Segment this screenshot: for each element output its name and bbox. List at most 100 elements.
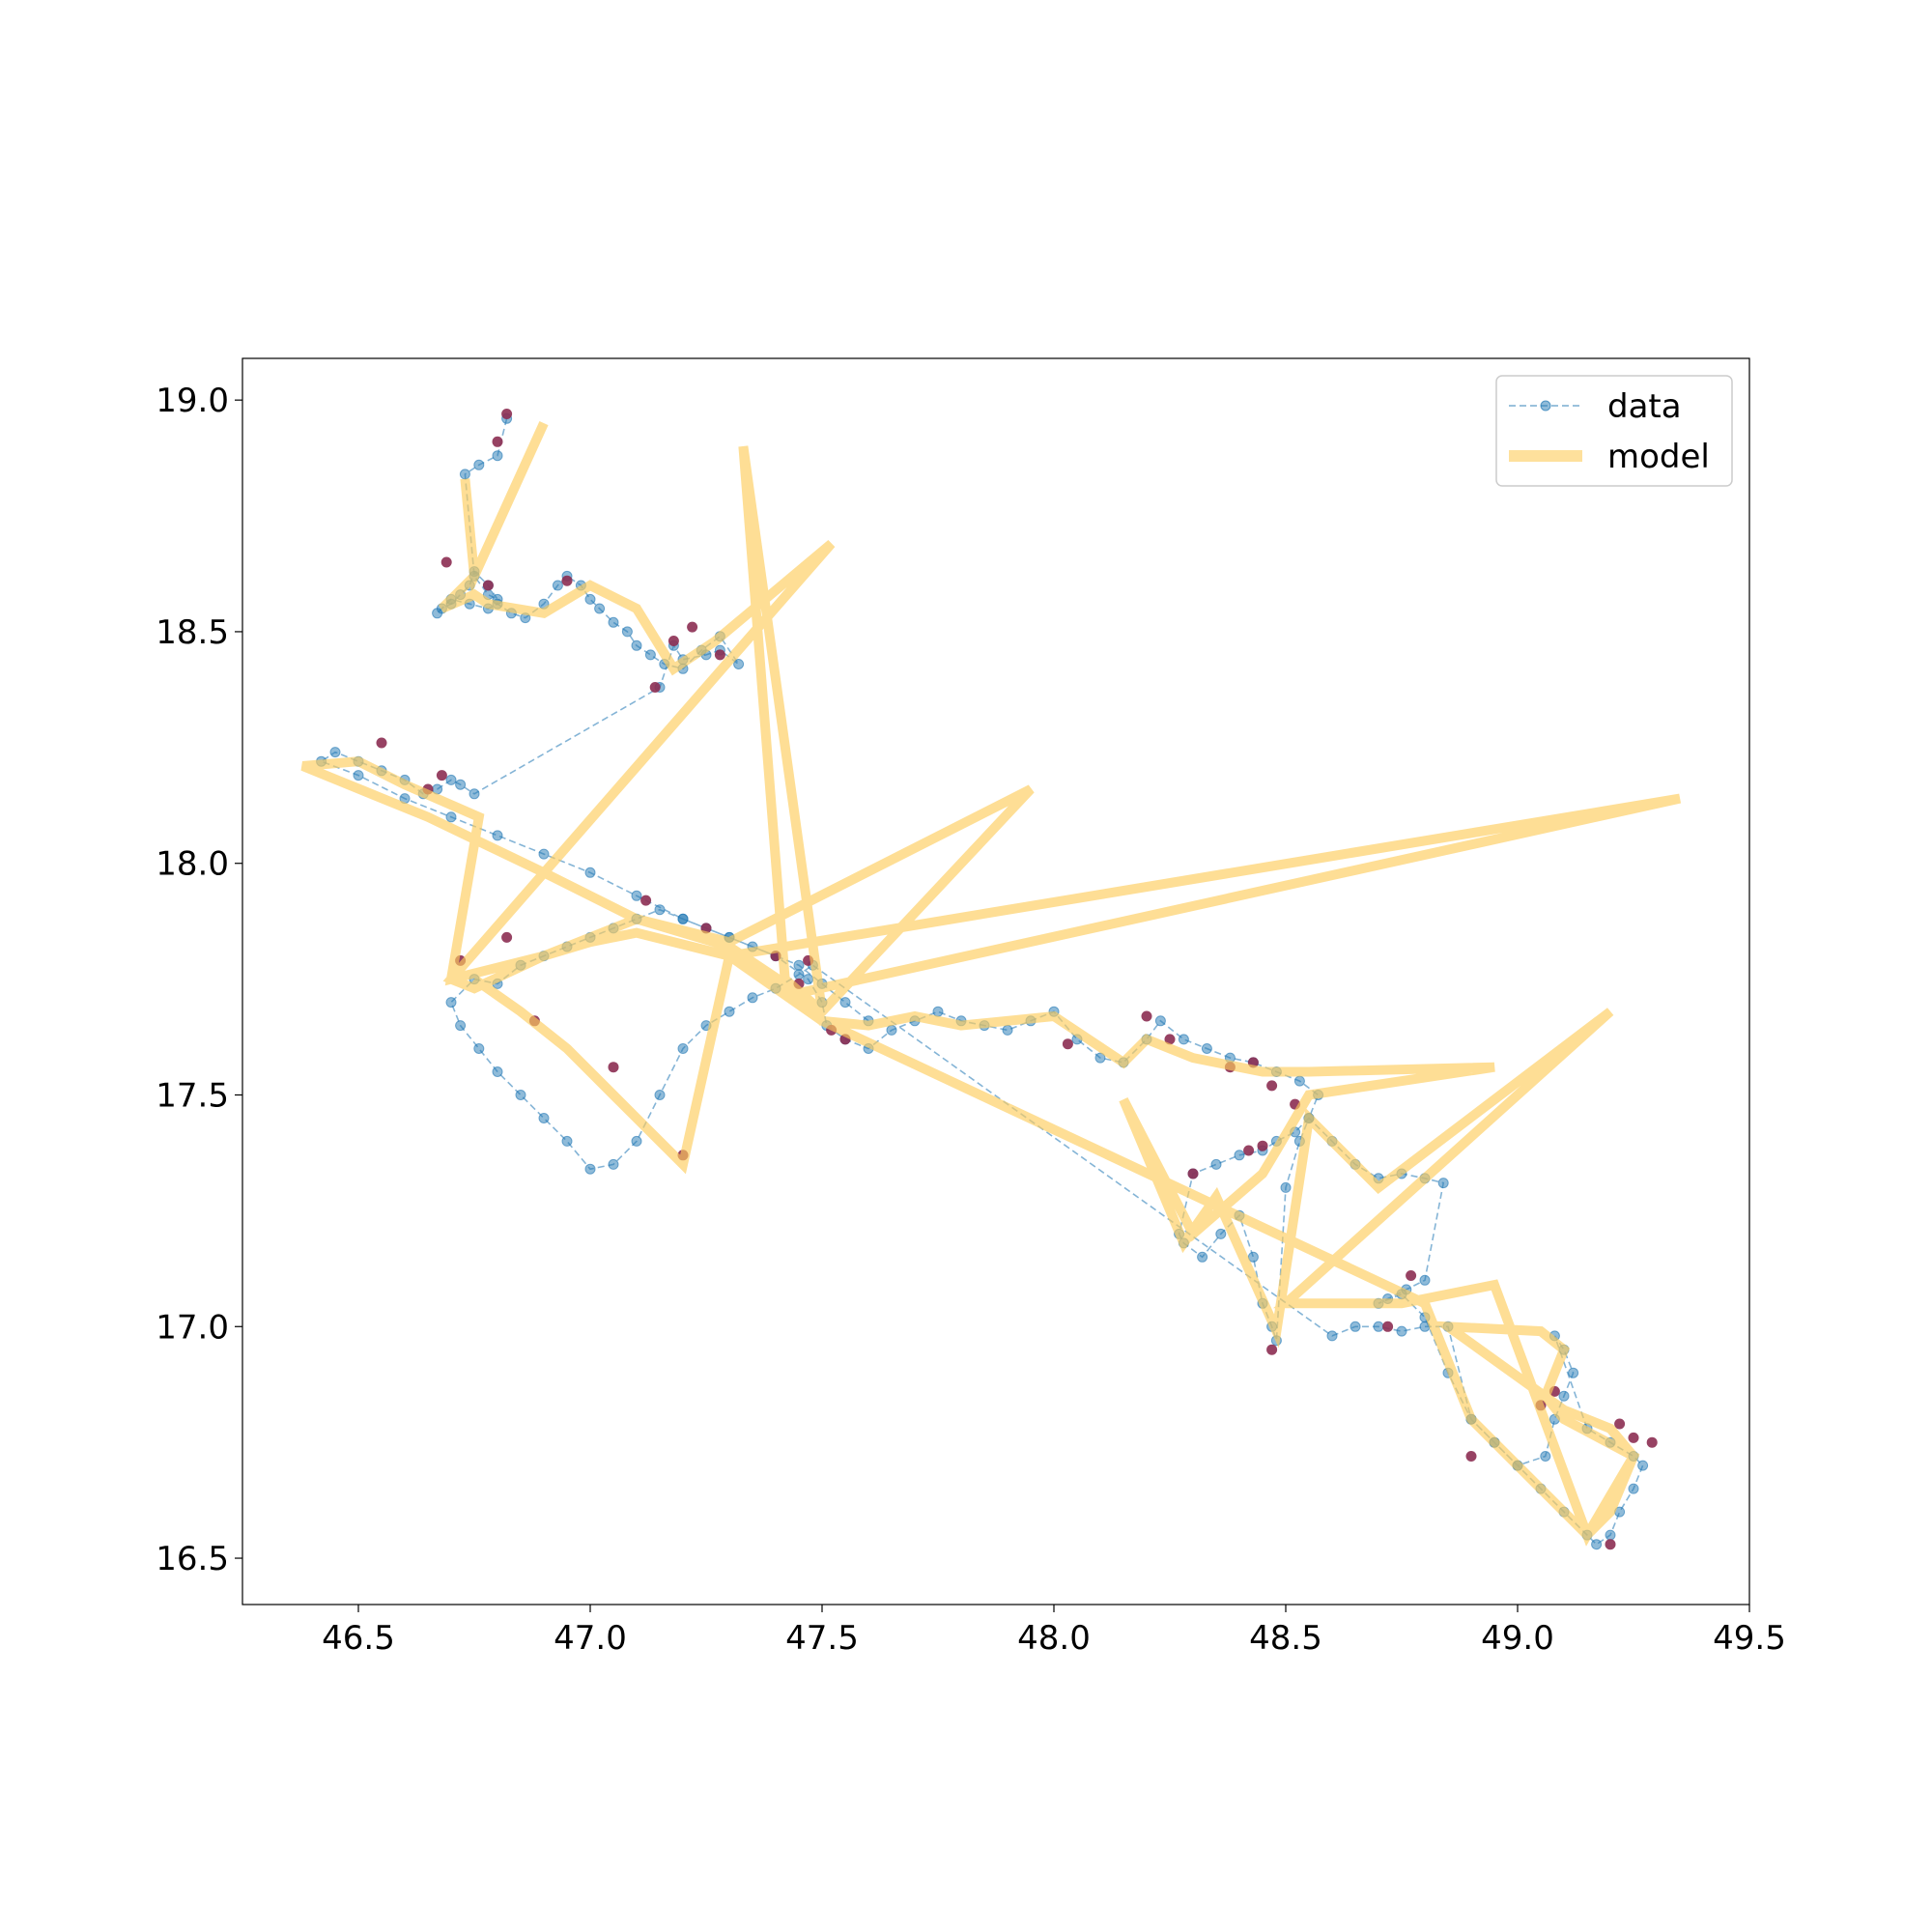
highlight-point bbox=[1614, 1418, 1626, 1430]
data-point bbox=[677, 913, 689, 924]
data-point bbox=[561, 1135, 573, 1147]
data-point bbox=[492, 1066, 503, 1077]
highlight-point bbox=[1465, 1451, 1477, 1462]
y-tick-label: 17.5 bbox=[156, 1076, 229, 1115]
data-point bbox=[552, 580, 563, 591]
y-tick-label: 17.0 bbox=[156, 1308, 229, 1347]
highlight-point bbox=[1605, 1539, 1616, 1550]
x-tick-label: 47.5 bbox=[785, 1619, 859, 1658]
data-point bbox=[654, 904, 666, 916]
data-point bbox=[1280, 1181, 1292, 1193]
data-point bbox=[1197, 1251, 1208, 1263]
highlight-point bbox=[649, 682, 661, 693]
data-point bbox=[1591, 1539, 1603, 1550]
legend: data model bbox=[1495, 375, 1733, 487]
model-series-line bbox=[300, 421, 1682, 1547]
data-point bbox=[469, 788, 480, 800]
highlight-point bbox=[1406, 1270, 1417, 1281]
data-point bbox=[1293, 1075, 1305, 1087]
data-point bbox=[1419, 1274, 1431, 1286]
data-point bbox=[1540, 1451, 1551, 1462]
highlight-point bbox=[1164, 1034, 1176, 1045]
data-point bbox=[473, 1043, 485, 1054]
data-point bbox=[733, 659, 745, 669]
highlight-point bbox=[1257, 1140, 1268, 1151]
data-point bbox=[1201, 1043, 1212, 1054]
highlight-point bbox=[482, 580, 494, 591]
x-tick-label: 48.5 bbox=[1249, 1619, 1322, 1658]
highlight-point bbox=[1646, 1436, 1658, 1448]
y-tick-label: 18.5 bbox=[156, 613, 229, 652]
data-point bbox=[631, 1135, 642, 1147]
y-tick-label: 19.0 bbox=[156, 382, 229, 420]
y-tick-label: 18.0 bbox=[156, 845, 229, 884]
data-point bbox=[1558, 1390, 1570, 1402]
data-point bbox=[1154, 1015, 1166, 1027]
data-point bbox=[1350, 1321, 1361, 1332]
data-point bbox=[584, 1163, 596, 1175]
legend-label-data: data bbox=[1607, 387, 1682, 426]
highlight-point bbox=[1266, 1080, 1278, 1092]
highlight-point bbox=[492, 436, 503, 447]
data-point bbox=[654, 1090, 666, 1100]
data-point bbox=[329, 747, 341, 758]
data-point bbox=[1373, 1321, 1384, 1332]
highlight-point bbox=[1141, 1010, 1152, 1022]
data-point bbox=[515, 1090, 526, 1100]
data-point bbox=[584, 593, 596, 605]
highlight-point bbox=[376, 737, 387, 749]
data-point bbox=[1637, 1460, 1649, 1471]
data-point bbox=[747, 992, 758, 1004]
highlight-point bbox=[640, 895, 652, 906]
data-point bbox=[724, 1006, 735, 1017]
highlight-point bbox=[1628, 1432, 1639, 1443]
data-point bbox=[1215, 1228, 1227, 1239]
data-point bbox=[445, 997, 457, 1009]
data-point bbox=[644, 649, 656, 661]
data-point bbox=[608, 1158, 619, 1170]
highlight-point bbox=[687, 621, 698, 633]
data-point bbox=[538, 848, 550, 860]
data-point bbox=[1396, 1325, 1407, 1337]
data-point bbox=[621, 626, 633, 638]
x-tick-label: 49.5 bbox=[1713, 1619, 1786, 1658]
data-point bbox=[1094, 1052, 1106, 1064]
legend-label-model: model bbox=[1607, 438, 1710, 476]
data-point bbox=[631, 639, 642, 651]
data-point bbox=[584, 867, 596, 878]
data-point bbox=[459, 469, 470, 480]
data-point bbox=[631, 890, 642, 901]
x-tick-label: 48.0 bbox=[1017, 1619, 1091, 1658]
x-axis: 46.5 47.0 47.5 48.0 48.5 49.0 49.5 bbox=[322, 1605, 1786, 1658]
series-layer bbox=[300, 409, 1682, 1550]
data-point bbox=[492, 830, 503, 841]
data-point bbox=[594, 603, 606, 614]
data-point bbox=[432, 608, 443, 619]
data-point bbox=[886, 1024, 897, 1036]
highlight-point bbox=[668, 636, 679, 646]
data-point bbox=[445, 774, 457, 785]
data-point bbox=[1178, 1034, 1189, 1045]
x-tick-label: 47.0 bbox=[554, 1619, 627, 1658]
data-point bbox=[455, 779, 467, 790]
y-axis: 16.5 17.0 17.5 18.0 18.5 19.0 bbox=[156, 382, 242, 1578]
data-point bbox=[473, 459, 485, 470]
data-point bbox=[793, 969, 805, 980]
highlight-point bbox=[436, 770, 447, 781]
highlight-point bbox=[501, 931, 513, 943]
data-point bbox=[803, 974, 814, 985]
data-point bbox=[1326, 1330, 1338, 1342]
y-tick-label: 16.5 bbox=[156, 1540, 229, 1578]
x-tick-label: 46.5 bbox=[322, 1619, 395, 1658]
data-point bbox=[677, 1043, 689, 1054]
highlight-point bbox=[440, 556, 452, 568]
highlight-point bbox=[561, 575, 573, 586]
data-point bbox=[1234, 1150, 1245, 1161]
data-point bbox=[1437, 1178, 1449, 1189]
plot-frame bbox=[242, 357, 1750, 1605]
data-point bbox=[353, 770, 364, 781]
data-point bbox=[1628, 1483, 1639, 1494]
highlight-point bbox=[1266, 1344, 1278, 1355]
data-point bbox=[492, 450, 503, 462]
